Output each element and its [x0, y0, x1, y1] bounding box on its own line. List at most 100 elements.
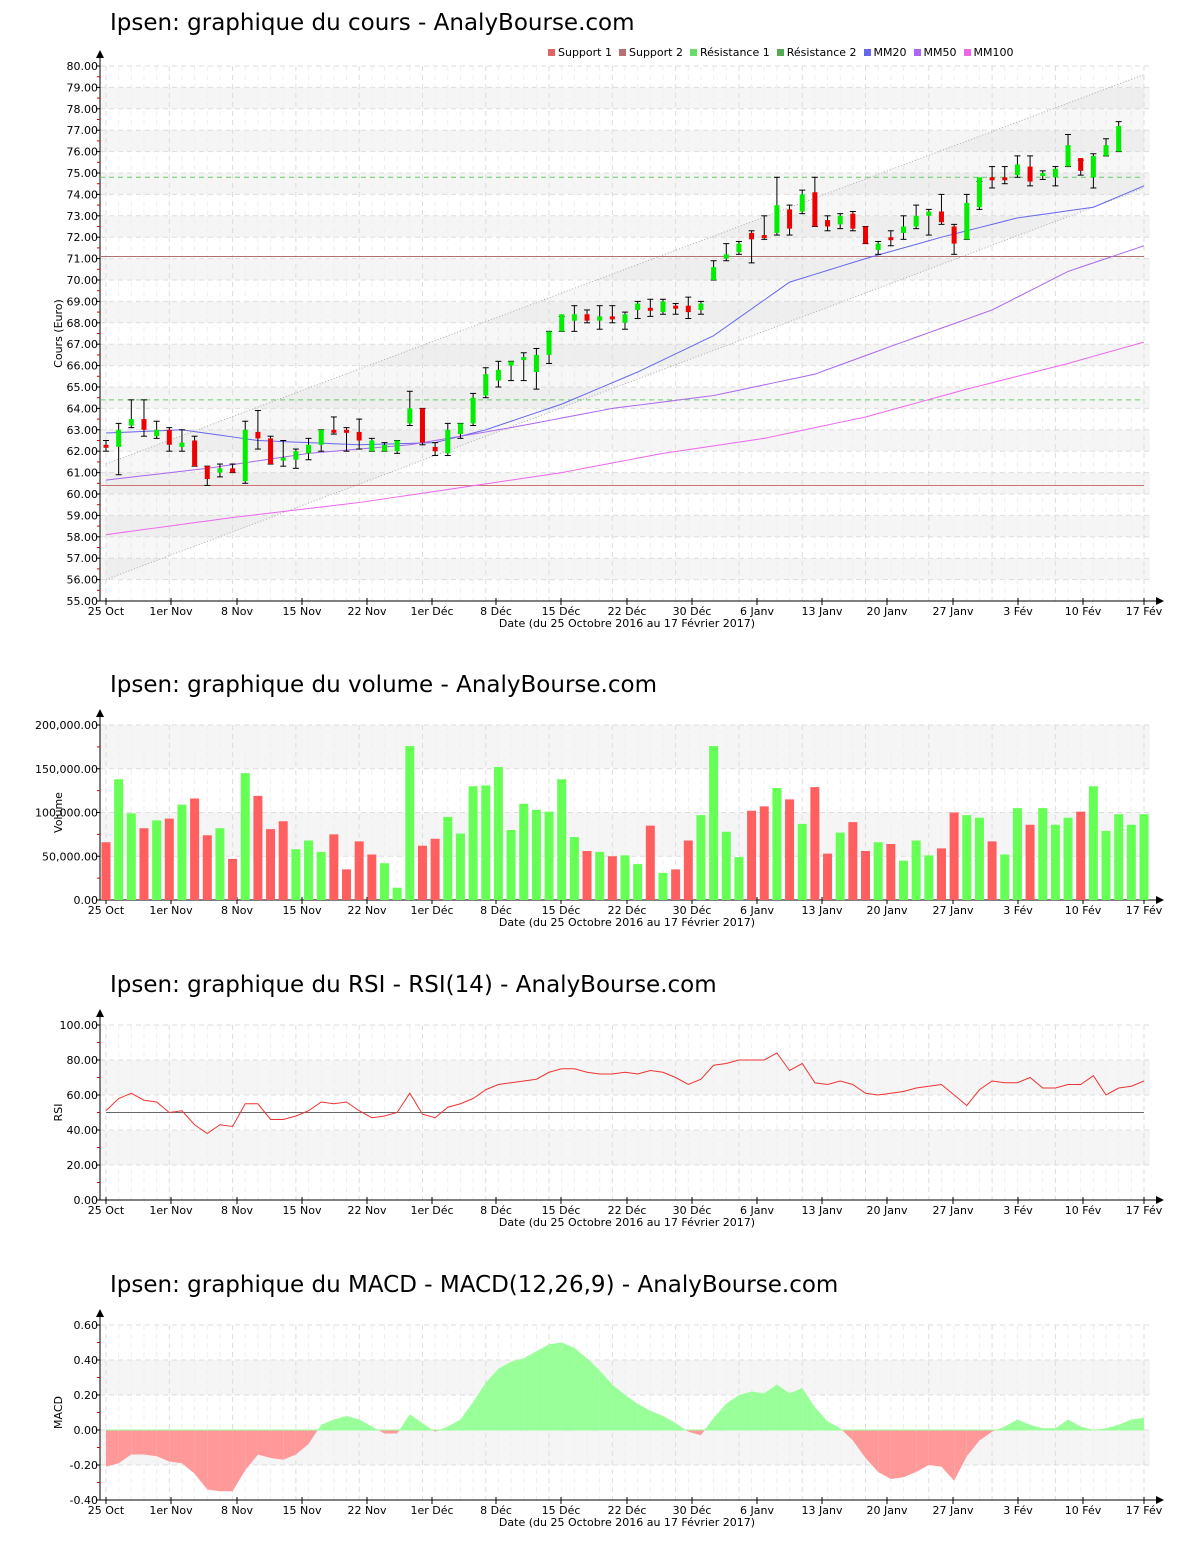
- legend-item: Résistance 2: [776, 46, 857, 59]
- svg-text:10 Fév: 10 Fév: [1065, 904, 1102, 917]
- svg-text:3 Fév: 3 Fév: [1003, 605, 1033, 618]
- svg-text:15 Nov: 15 Nov: [283, 605, 322, 618]
- legend-item: MM20: [863, 46, 907, 59]
- svg-text:78.00: 78.00: [67, 103, 99, 116]
- svg-text:61.00: 61.00: [67, 467, 99, 480]
- svg-text:10 Fév: 10 Fév: [1065, 1504, 1102, 1517]
- svg-text:75.00: 75.00: [67, 167, 99, 180]
- svg-text:8 Déc: 8 Déc: [480, 1204, 512, 1217]
- svg-text:63.00: 63.00: [67, 424, 99, 437]
- svg-text:17 Fév: 17 Fév: [1126, 1204, 1163, 1217]
- svg-text:8 Déc: 8 Déc: [480, 1504, 512, 1517]
- legend-swatch-icon: [618, 49, 626, 56]
- price-chart: 80.00 79.00 78.00 77.00 76.00 75.00 74.00 73.00…: [52, 50, 1164, 630]
- svg-text:13 Janv: 13 Janv: [802, 1204, 843, 1217]
- svg-text:30 Déc: 30 Déc: [673, 1204, 712, 1217]
- svg-text:30 Déc: 30 Déc: [673, 605, 712, 618]
- svg-text:8 Déc: 8 Déc: [480, 904, 512, 917]
- svg-text:20 Janv: 20 Janv: [867, 605, 908, 618]
- legend-label: MM100: [973, 46, 1014, 59]
- svg-text:100.00: 100.00: [60, 1019, 99, 1032]
- svg-text:13 Janv: 13 Janv: [802, 1504, 843, 1517]
- legend-item: MM50: [913, 46, 957, 59]
- svg-text:17 Fév: 17 Fév: [1126, 904, 1163, 917]
- legend-swatch-icon: [548, 49, 555, 56]
- svg-text:64.00: 64.00: [67, 402, 99, 415]
- svg-text:3 Fév: 3 Fév: [1003, 1504, 1033, 1517]
- price-chart-title: Ipsen: graphique du cours - AnalyBourse.…: [110, 10, 635, 36]
- svg-text:57.00: 57.00: [67, 552, 99, 565]
- svg-text:15 Déc: 15 Déc: [542, 605, 581, 618]
- svg-text:40.00: 40.00: [67, 1124, 99, 1137]
- svg-text:1er Nov: 1er Nov: [149, 1504, 193, 1517]
- svg-text:10 Fév: 10 Fév: [1065, 1204, 1102, 1217]
- svg-text:1er Nov: 1er Nov: [149, 605, 193, 618]
- svg-text:0.00: 0.00: [74, 1424, 99, 1437]
- svg-text:15 Déc: 15 Déc: [542, 904, 581, 917]
- svg-text:68.00: 68.00: [67, 317, 99, 330]
- svg-text:1er Déc: 1er Déc: [410, 605, 453, 618]
- svg-text:77.00: 77.00: [67, 124, 99, 137]
- svg-text:MACD: MACD: [52, 1396, 65, 1429]
- svg-text:74.00: 74.00: [67, 188, 99, 201]
- legend-label: MM50: [923, 46, 957, 59]
- svg-text:22 Nov: 22 Nov: [348, 1504, 387, 1517]
- svg-text:Date (du 25 Octobre 2016 au 17: Date (du 25 Octobre 2016 au 17 Février 2…: [499, 1216, 755, 1229]
- svg-text:3 Fév: 3 Fév: [1003, 1204, 1033, 1217]
- svg-text:27 Janv: 27 Janv: [933, 1504, 974, 1517]
- svg-text:0.00: 0.00: [74, 894, 99, 907]
- legend-swatch-icon: [913, 49, 921, 56]
- svg-text:80.00: 80.00: [67, 1054, 99, 1067]
- svg-text:62.00: 62.00: [67, 445, 99, 458]
- svg-text:60.00: 60.00: [67, 1089, 99, 1102]
- svg-text:22 Déc: 22 Déc: [608, 1204, 647, 1217]
- svg-text:Cours (Euro): Cours (Euro): [52, 299, 65, 368]
- svg-text:1er Déc: 1er Déc: [410, 1504, 453, 1517]
- svg-text:15 Déc: 15 Déc: [542, 1504, 581, 1517]
- macd-chart-title: Ipsen: graphique du MACD - MACD(12,26,9)…: [110, 1272, 839, 1298]
- legend-swatch-icon: [963, 49, 971, 56]
- svg-text:1er Déc: 1er Déc: [410, 904, 453, 917]
- svg-text:0.20: 0.20: [74, 1389, 99, 1402]
- svg-text:22 Déc: 22 Déc: [608, 605, 647, 618]
- svg-text:0.00: 0.00: [74, 1194, 99, 1207]
- legend-label: Résistance 1: [699, 46, 770, 59]
- svg-text:15 Nov: 15 Nov: [283, 904, 322, 917]
- svg-text:30 Déc: 30 Déc: [673, 904, 712, 917]
- svg-text:17 Fév: 17 Fév: [1126, 605, 1163, 618]
- legend-label: Support 2: [628, 46, 683, 59]
- legend-swatch-icon: [776, 49, 784, 56]
- svg-text:70.00: 70.00: [67, 274, 99, 287]
- svg-text:80.00: 80.00: [67, 60, 99, 73]
- svg-text:60.00: 60.00: [67, 488, 99, 501]
- svg-text:22 Déc: 22 Déc: [608, 904, 647, 917]
- svg-text:27 Janv: 27 Janv: [933, 1204, 974, 1217]
- svg-text:66.00: 66.00: [67, 360, 99, 373]
- svg-text:25 Oct: 25 Oct: [88, 605, 125, 618]
- svg-text:27 Janv: 27 Janv: [933, 904, 974, 917]
- svg-text:15 Nov: 15 Nov: [283, 1504, 322, 1517]
- svg-text:6 Janv: 6 Janv: [740, 904, 774, 917]
- svg-text:Volume: Volume: [52, 792, 65, 833]
- svg-text:8 Nov: 8 Nov: [221, 1204, 253, 1217]
- volume-chart-title: Ipsen: graphique du volume - AnalyBourse…: [110, 672, 657, 698]
- svg-text:3 Fév: 3 Fév: [1003, 904, 1033, 917]
- svg-text:20.00: 20.00: [67, 1159, 99, 1172]
- svg-text:59.00: 59.00: [67, 509, 99, 522]
- svg-text:55.00: 55.00: [67, 595, 99, 608]
- svg-text:6 Janv: 6 Janv: [740, 605, 774, 618]
- svg-text:58.00: 58.00: [67, 531, 99, 544]
- legend-label: Support 1: [558, 46, 612, 59]
- svg-text:22 Nov: 22 Nov: [348, 904, 387, 917]
- svg-text:15 Nov: 15 Nov: [283, 1204, 322, 1217]
- svg-text:150,000.00: 150,000.00: [35, 763, 98, 776]
- svg-text:-0.40: -0.40: [70, 1494, 98, 1507]
- volume-chart: 200,000.00 150,000.00 100,000.00 50,000.00 0…: [35, 709, 1164, 929]
- svg-text:6 Janv: 6 Janv: [740, 1204, 774, 1217]
- svg-text:20 Janv: 20 Janv: [867, 1504, 908, 1517]
- svg-text:69.00: 69.00: [67, 295, 99, 308]
- svg-text:1er Nov: 1er Nov: [149, 904, 193, 917]
- svg-text:17 Fév: 17 Fév: [1126, 1504, 1163, 1517]
